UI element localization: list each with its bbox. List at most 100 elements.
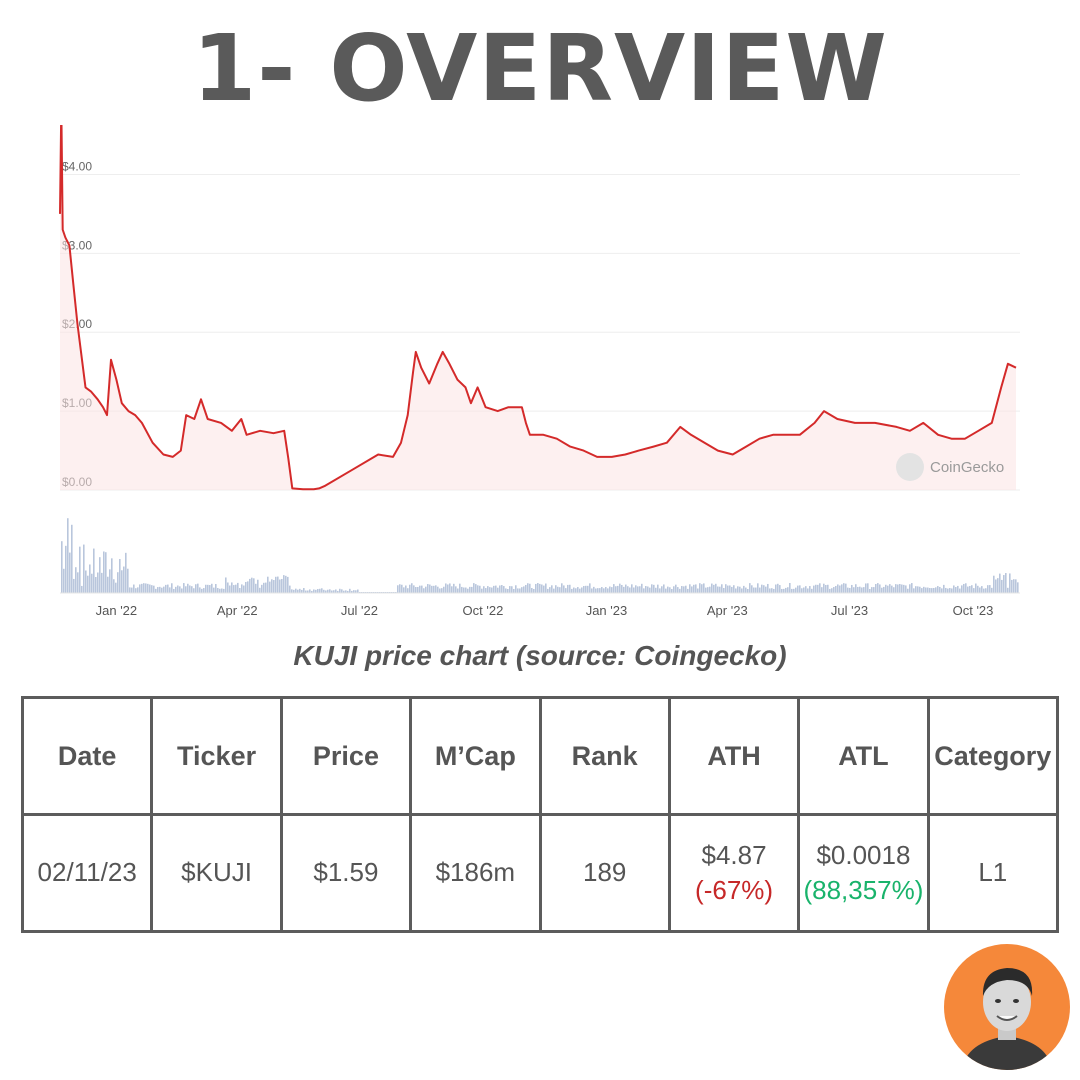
volume-bar (955, 587, 957, 593)
volume-bar (271, 579, 273, 593)
volume-bar (475, 584, 477, 593)
volume-bar (507, 588, 509, 593)
volume-bar (945, 587, 947, 593)
volume-bar (597, 588, 599, 593)
volume-bar (607, 588, 609, 593)
volume-bar (793, 588, 795, 593)
volume-bar (575, 588, 577, 593)
volume-bar (833, 587, 835, 593)
volume-bar (439, 588, 441, 593)
volume-bar (107, 576, 109, 593)
volume-bar (865, 583, 867, 593)
volume-bar (695, 584, 697, 593)
volume-bar (791, 588, 793, 593)
volume-bar (727, 585, 729, 593)
volume-bar (341, 589, 343, 593)
volume-bar (253, 578, 255, 593)
x-tick-label: Jul '22 (341, 603, 378, 618)
volume-bar (531, 587, 533, 593)
volume-bar (87, 575, 89, 593)
volume-bar (821, 587, 823, 593)
volume-bar (239, 588, 241, 593)
volume-bar (419, 585, 421, 593)
volume-bar (229, 585, 231, 593)
volume-bar (261, 584, 263, 593)
volume-bar (343, 590, 345, 593)
volume-bar (799, 585, 801, 593)
volume-bar (177, 585, 179, 593)
volume-bar (205, 584, 207, 593)
volume-bar (879, 584, 881, 593)
volume-bar (913, 588, 915, 593)
volume-bar (79, 546, 81, 593)
volume-bar (603, 588, 605, 593)
volume-bar (417, 586, 419, 593)
volume-bar (757, 583, 759, 593)
volume-bar (583, 586, 585, 593)
volume-bar (669, 587, 671, 593)
volume-bar (427, 584, 429, 593)
volume-bar (441, 588, 443, 593)
volume-bar (549, 587, 551, 593)
volume-bar (1013, 579, 1015, 593)
volume-bar (89, 564, 91, 593)
volume-bar (163, 586, 165, 593)
volume-bar (201, 588, 203, 593)
volume-bar (457, 588, 459, 593)
volume-bar (991, 587, 993, 593)
volume-bar (219, 588, 221, 593)
volume-bar (213, 587, 215, 593)
volume-bar (993, 575, 995, 593)
volume-bar (111, 558, 113, 593)
volume-bar (733, 585, 735, 593)
volume-bar (783, 588, 785, 593)
volume-bar (675, 584, 677, 593)
x-tick-label: Jan '23 (586, 603, 628, 618)
volume-bar (577, 587, 579, 593)
volume-bar (123, 566, 125, 593)
volume-bar (555, 585, 557, 593)
volume-bar (487, 586, 489, 593)
volume-bar (453, 583, 455, 593)
ath-change: (-67%) (695, 875, 774, 905)
volume-bar (649, 587, 651, 593)
volume-bar (279, 579, 281, 593)
volume-bar (593, 586, 595, 593)
volume-bar (519, 588, 521, 593)
volume-bar (691, 586, 693, 593)
volume-bar (191, 586, 193, 593)
volume-bar (651, 584, 653, 593)
volume-bar (399, 584, 401, 593)
volume-bar (499, 585, 501, 593)
volume-bar (721, 584, 723, 593)
volume-bar (847, 587, 849, 593)
volume-bar (153, 585, 155, 593)
author-avatar (944, 944, 1070, 1070)
volume-bar (197, 583, 199, 593)
volume-bar (69, 552, 71, 593)
volume-bar (293, 589, 295, 593)
volume-bar (589, 583, 591, 593)
volume-bar (775, 584, 777, 593)
volume-bar (931, 588, 933, 593)
volume-bar (693, 584, 695, 593)
volume-bar (657, 584, 659, 593)
volume-bar (263, 582, 265, 593)
volume-bar (505, 588, 507, 593)
volume-bar (73, 578, 75, 593)
ath-value: $4.87 (701, 839, 767, 870)
volume-bar (959, 588, 961, 593)
volume-bar (963, 583, 965, 593)
person-icon (962, 968, 1052, 1070)
volume-bar (65, 545, 67, 593)
volume-bar (895, 584, 897, 593)
volume-bar (187, 583, 189, 593)
volume-bar (331, 590, 333, 593)
volume-bar (401, 584, 403, 593)
volume-bar (1009, 573, 1011, 593)
volume-bar (529, 583, 531, 593)
coingecko-watermark: CoinGecko (930, 459, 1004, 476)
volume-bar (85, 570, 87, 593)
volume-bar (235, 584, 237, 593)
volume-bar (335, 589, 337, 593)
